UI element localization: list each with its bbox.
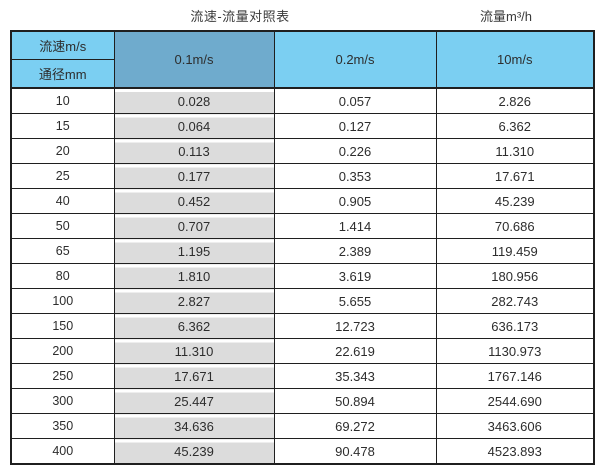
value-cell: 17.671 bbox=[113, 363, 275, 389]
value-cell: 11.310 bbox=[113, 338, 275, 364]
value-cell: 70.686 bbox=[435, 213, 595, 239]
diameter-cell: 250 bbox=[10, 363, 115, 389]
header-row-velocity: 流速m/s 0.1m/s 0.2m/s 10m/s bbox=[10, 30, 595, 89]
value-cell: 0.127 bbox=[273, 113, 437, 139]
value-cell: 69.272 bbox=[273, 413, 437, 439]
value-cell: 2.389 bbox=[273, 238, 437, 264]
title-bar: 流速-流量对照表 流量m³/h bbox=[0, 0, 600, 30]
header-diameter-label: 通径mm bbox=[10, 59, 115, 89]
header-col-0-2ms: 0.2m/s bbox=[273, 30, 437, 89]
flow-rate-table: 流速m/s 0.1m/s 0.2m/s 10m/s 通径mm 10 0.028 … bbox=[10, 30, 595, 465]
header-velocity-label: 流速m/s bbox=[10, 30, 115, 60]
value-cell: 0.177 bbox=[113, 163, 275, 189]
table-title: 流速-流量对照表 bbox=[190, 9, 290, 24]
table-row: 400 45.239 90.478 4523.893 bbox=[10, 438, 595, 465]
value-cell: 180.956 bbox=[435, 263, 595, 289]
value-cell: 0.113 bbox=[113, 138, 275, 164]
table-row: 200 11.310 22.619 1130.973 bbox=[10, 338, 595, 364]
value-cell: 0.353 bbox=[273, 163, 437, 189]
table-row: 250 17.671 35.343 1767.146 bbox=[10, 363, 595, 389]
value-cell: 1767.146 bbox=[435, 363, 595, 389]
table-row: 100 2.827 5.655 282.743 bbox=[10, 288, 595, 314]
value-cell: 25.447 bbox=[113, 388, 275, 414]
table-body: 10 0.028 0.057 2.826 15 0.064 0.127 6.36… bbox=[10, 87, 595, 465]
table-row: 350 34.636 69.272 3463.606 bbox=[10, 413, 595, 439]
value-cell: 5.655 bbox=[273, 288, 437, 314]
value-cell: 3463.606 bbox=[435, 413, 595, 439]
table-header: 流速m/s 0.1m/s 0.2m/s 10m/s 通径mm bbox=[10, 30, 595, 89]
value-cell: 636.173 bbox=[435, 313, 595, 339]
table-row: 20 0.113 0.226 11.310 bbox=[10, 138, 595, 164]
value-cell: 0.905 bbox=[273, 188, 437, 214]
value-cell: 0.707 bbox=[113, 213, 275, 239]
value-cell: 3.619 bbox=[273, 263, 437, 289]
value-cell: 0.028 bbox=[113, 87, 275, 114]
value-cell: 1.414 bbox=[273, 213, 437, 239]
table-row: 40 0.452 0.905 45.239 bbox=[10, 188, 595, 214]
table-row: 65 1.195 2.389 119.459 bbox=[10, 238, 595, 264]
header-col-0-1ms: 0.1m/s bbox=[113, 30, 275, 89]
value-cell: 1.810 bbox=[113, 263, 275, 289]
value-cell: 4523.893 bbox=[435, 438, 595, 465]
diameter-cell: 200 bbox=[10, 338, 115, 364]
value-cell: 6.362 bbox=[113, 313, 275, 339]
value-cell: 2.827 bbox=[113, 288, 275, 314]
diameter-cell: 80 bbox=[10, 263, 115, 289]
diameter-cell: 50 bbox=[10, 213, 115, 239]
value-cell: 2544.690 bbox=[435, 388, 595, 414]
header-row-diameter: 通径mm bbox=[10, 59, 594, 89]
diameter-cell: 15 bbox=[10, 113, 115, 139]
value-cell: 35.343 bbox=[273, 363, 437, 389]
diameter-cell: 150 bbox=[10, 313, 115, 339]
value-cell: 34.636 bbox=[113, 413, 275, 439]
diameter-cell: 400 bbox=[10, 438, 115, 465]
table-row: 50 0.707 1.414 70.686 bbox=[10, 213, 595, 239]
value-cell: 22.619 bbox=[273, 338, 437, 364]
value-cell: 45.239 bbox=[435, 188, 595, 214]
value-cell: 17.671 bbox=[435, 163, 595, 189]
value-cell: 90.478 bbox=[273, 438, 437, 465]
value-cell: 1.195 bbox=[113, 238, 275, 264]
value-cell: 12.723 bbox=[273, 313, 437, 339]
table-row: 10 0.028 0.057 2.826 bbox=[10, 87, 595, 114]
value-cell: 1130.973 bbox=[435, 338, 595, 364]
diameter-cell: 300 bbox=[10, 388, 115, 414]
diameter-cell: 10 bbox=[10, 87, 115, 114]
value-cell: 50.894 bbox=[273, 388, 437, 414]
value-cell: 0.452 bbox=[113, 188, 275, 214]
diameter-cell: 25 bbox=[10, 163, 115, 189]
header-col-10ms: 10m/s bbox=[435, 30, 595, 89]
value-cell: 282.743 bbox=[435, 288, 595, 314]
flow-unit-label: 流量m³/h bbox=[479, 9, 532, 24]
table-row: 15 0.064 0.127 6.362 bbox=[10, 113, 595, 139]
value-cell: 45.239 bbox=[113, 438, 275, 465]
value-cell: 0.226 bbox=[273, 138, 437, 164]
value-cell: 119.459 bbox=[435, 238, 595, 264]
value-cell: 6.362 bbox=[435, 113, 595, 139]
diameter-cell: 65 bbox=[10, 238, 115, 264]
value-cell: 11.310 bbox=[435, 138, 595, 164]
table-row: 25 0.177 0.353 17.671 bbox=[10, 163, 595, 189]
table-row: 80 1.810 3.619 180.956 bbox=[10, 263, 595, 289]
table-row: 300 25.447 50.894 2544.690 bbox=[10, 388, 595, 414]
value-cell: 0.064 bbox=[113, 113, 275, 139]
value-cell: 2.826 bbox=[435, 87, 595, 114]
diameter-cell: 40 bbox=[10, 188, 115, 214]
diameter-cell: 20 bbox=[10, 138, 115, 164]
table-row: 150 6.362 12.723 636.173 bbox=[10, 313, 595, 339]
diameter-cell: 350 bbox=[10, 413, 115, 439]
value-cell: 0.057 bbox=[273, 87, 437, 114]
diameter-cell: 100 bbox=[10, 288, 115, 314]
